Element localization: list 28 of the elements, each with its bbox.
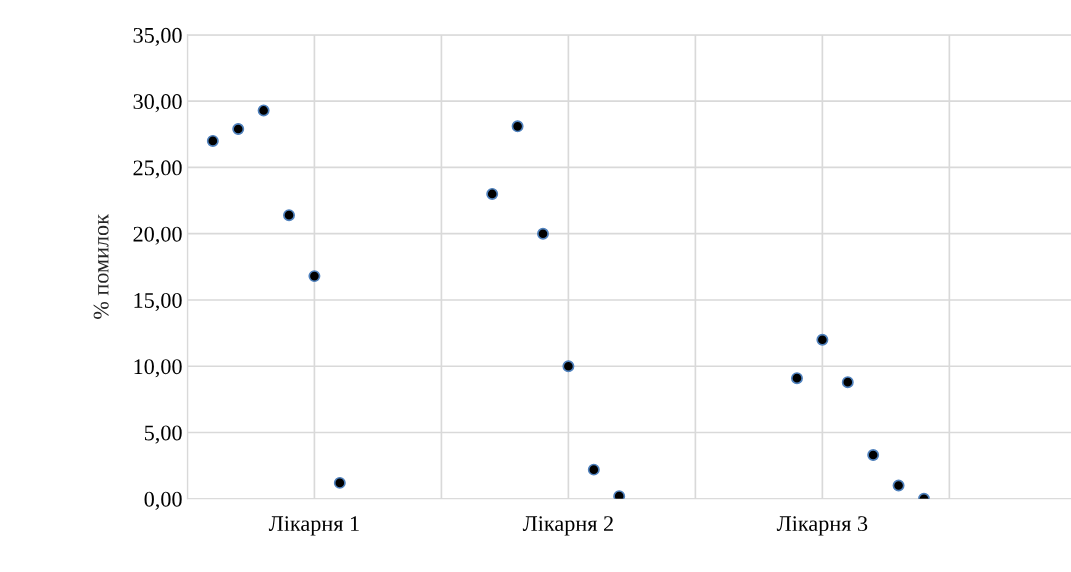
point [841, 376, 854, 389]
y-tick-label: 0,00 [144, 491, 182, 510]
point [537, 227, 549, 240]
point [892, 479, 905, 492]
point [816, 333, 829, 346]
y-axis-title: % помилок [93, 214, 109, 319]
point [232, 123, 245, 135]
y-tick-label: 10,00 [134, 359, 182, 378]
point [333, 476, 346, 489]
x-tick-label: Лікарня 2 [522, 516, 613, 536]
y-tick-label: 25,00 [133, 160, 182, 179]
point [308, 270, 321, 283]
y-tick-label: 20,00 [133, 226, 182, 245]
y-tick-label: 5,00 [144, 425, 182, 444]
x-tick-label: Лікарня 1 [268, 516, 359, 536]
point [511, 120, 524, 133]
point [257, 104, 270, 117]
x-tick-label: Лікарня 3 [776, 516, 868, 536]
point [790, 372, 803, 385]
y-tick-label: 15,00 [134, 292, 182, 312]
point [206, 134, 219, 147]
y-tick-label: 30,00 [133, 94, 182, 113]
point [867, 449, 880, 462]
point [562, 360, 575, 373]
point [486, 187, 499, 200]
point [587, 463, 600, 476]
point [283, 209, 296, 222]
y-tick-label: 35,00 [133, 27, 182, 47]
